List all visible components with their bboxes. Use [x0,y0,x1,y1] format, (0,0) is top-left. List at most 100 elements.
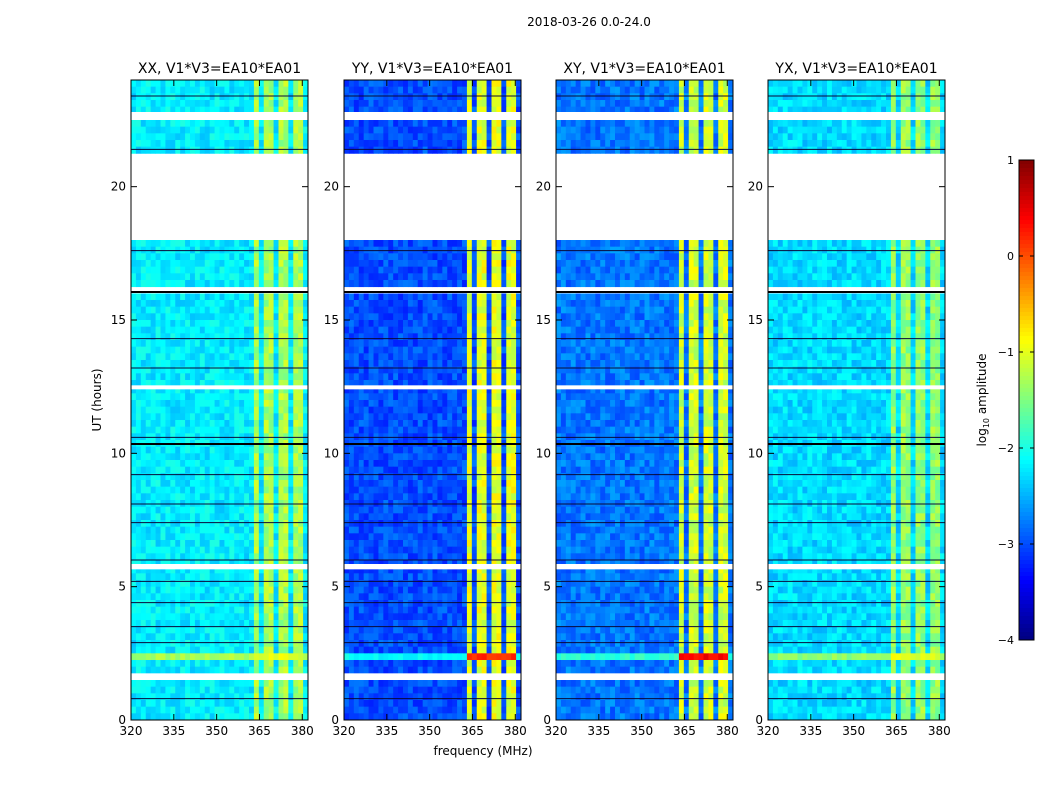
heatmap-cell [486,506,492,514]
heatmap-cell [278,346,284,354]
heatmap-cell [204,640,211,648]
heatmap-cell [452,293,458,301]
heatmap-cell [452,420,458,428]
heatmap-cell [268,306,274,314]
heatmap-cell [170,613,176,621]
heatmap-cell [393,126,399,134]
heatmap-cell [239,613,245,621]
heatmap-cell [145,280,152,288]
heatmap-cell [160,573,166,581]
heatmap-cell [175,106,181,114]
heatmap-cell [403,326,409,334]
heatmap-cell [363,146,369,154]
heatmap-cell [219,100,225,108]
heatmap-cell [175,446,181,454]
heatmap-cell [511,126,517,134]
heatmap-cell [486,546,492,554]
heatmap-cell [471,540,478,548]
heatmap-cell [462,546,468,554]
heatmap-cell [160,566,166,574]
heatmap-cell [219,133,225,141]
heatmap-cell [293,313,299,321]
heatmap-cell [471,366,478,374]
heatmap-cell [229,600,235,608]
heatmap-cell [145,540,152,548]
heatmap-cell [131,553,137,561]
panel-title: XX, V1*V3=EA10*EA01 [138,61,301,77]
heatmap-cell [234,413,240,421]
heatmap-cell [249,373,255,381]
heatmap-cell [209,533,215,541]
heatmap-cell [476,380,483,388]
heatmap-cell [432,240,438,248]
heatmap-cell [155,266,161,274]
heatmap-cell [511,453,517,461]
heatmap-cell [452,520,458,528]
heatmap-cell [442,553,448,561]
heatmap-cell [229,453,235,461]
heatmap-cell [398,406,404,414]
heatmap-cell [437,126,443,134]
heatmap-cell [501,513,507,521]
heatmap-cell [170,413,176,421]
heatmap-cell [452,320,458,328]
heatmap-cell [234,513,240,521]
heatmap-cell [452,426,458,434]
heatmap-cell [501,406,507,414]
heatmap-cell [462,353,468,361]
heatmap-cell [388,120,394,128]
heatmap-cell [258,360,265,368]
heatmap-cell [194,306,201,314]
heatmap-cell [466,546,473,554]
heatmap-cell [462,453,468,461]
heatmap-cell [437,506,443,514]
heatmap-cell [511,386,517,394]
heatmap-cell [442,333,448,341]
heatmap-cell [496,526,502,534]
heatmap-cell [437,533,443,541]
heatmap-cell [378,366,384,374]
heatmap-cell [150,700,156,708]
heatmap-cell [303,580,309,588]
heatmap-cell [214,386,220,394]
heatmap-cell [239,506,245,514]
heatmap-cell [263,93,270,101]
heatmap-cell [348,446,355,454]
heatmap-cell [466,406,473,414]
heatmap-cell [283,640,289,648]
heatmap-cell [135,253,142,261]
heatmap-cell [293,606,299,614]
heatmap-cell [432,486,438,494]
heatmap-cell [412,540,419,548]
heatmap-cell [273,126,279,134]
heatmap-cell [239,280,245,288]
heatmap-cell [388,373,394,381]
heatmap-cell [293,346,299,354]
heatmap-cell [190,273,196,281]
heatmap-cell [303,393,309,401]
heatmap-cell [303,520,309,528]
heatmap-cell [516,260,522,268]
heatmap-cell [363,240,369,248]
heatmap-cell [432,380,438,388]
heatmap-cell [185,393,191,401]
heatmap-cell [180,306,186,314]
heatmap-cell [219,313,225,321]
heatmap-cell [219,526,225,534]
heatmap-cell [432,133,438,141]
heatmap-cell [344,400,350,408]
heatmap-cell [244,526,250,534]
heatmap-cell [278,366,284,374]
heatmap-cell [185,360,191,368]
heatmap-cell [486,333,492,341]
heatmap-cell [258,120,265,128]
heatmap-cell [140,393,147,401]
heatmap-cell [199,526,206,534]
heatmap-cell [486,406,492,414]
heatmap-cell [344,366,350,374]
heatmap-cell [393,453,399,461]
heatmap-cell [165,606,171,614]
heatmap-cell [150,506,156,514]
heatmap-cell [278,613,284,621]
heatmap-cell [422,333,428,341]
